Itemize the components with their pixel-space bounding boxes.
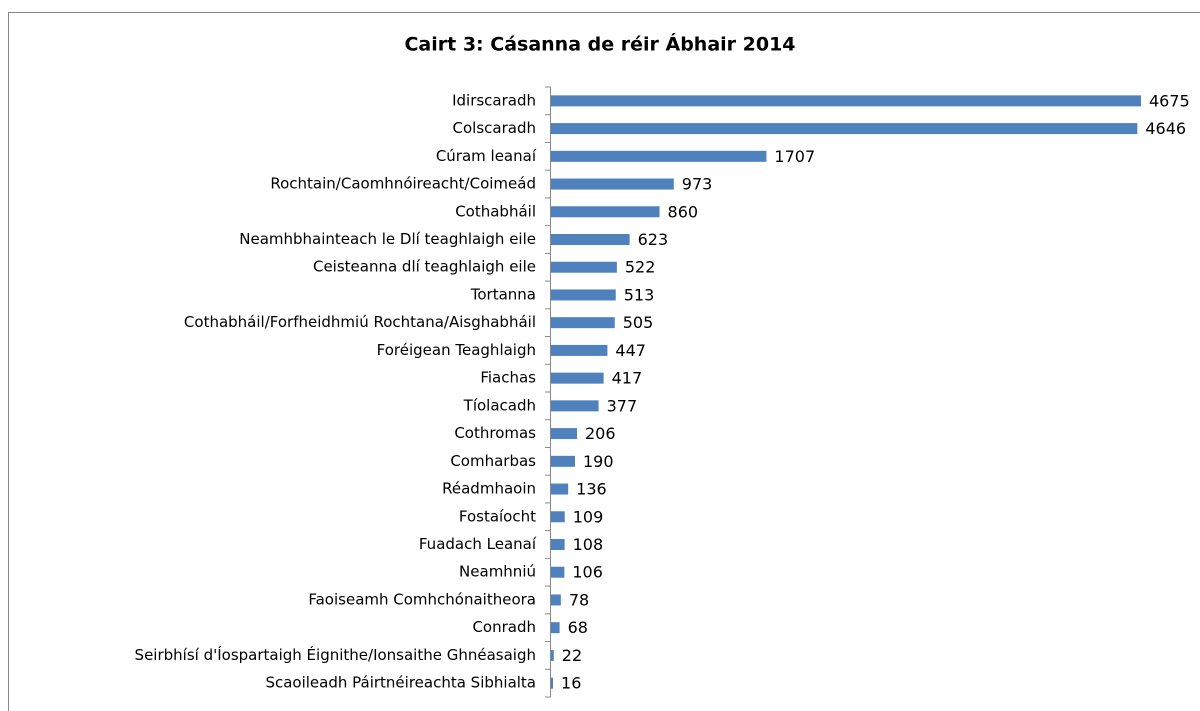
y-tick-label: Ceisteanna dlí teaghlaigh eile <box>313 258 536 276</box>
data-label: 522 <box>625 258 656 277</box>
y-tick-label: Cúram leanaí <box>436 147 537 165</box>
data-label: 973 <box>682 175 713 194</box>
bar <box>551 400 599 412</box>
data-label: 417 <box>612 369 643 388</box>
data-label: 106 <box>572 563 603 582</box>
bar <box>551 261 617 273</box>
y-tick-label: Neamhbhainteach le Dlí teaghlaigh eile <box>239 230 536 248</box>
y-tick-label: Rochtain/Caomhnóireacht/Coimeád <box>270 175 536 193</box>
data-label: 860 <box>668 202 699 221</box>
bar <box>551 178 674 190</box>
data-label: 68 <box>568 618 588 637</box>
chart-title: Cairt 3: Cásanna de réir Ábhair 2014 <box>404 33 795 56</box>
y-tick-label: Comharbas <box>450 452 536 470</box>
y-tick-label: Foréigean Teaghlaigh <box>377 341 536 359</box>
data-label: 206 <box>585 424 616 443</box>
data-label: 78 <box>569 590 589 609</box>
y-tick-label: Conradh <box>472 618 536 636</box>
data-label: 447 <box>615 341 646 360</box>
data-label: 4646 <box>1145 119 1186 138</box>
bar <box>551 123 1138 135</box>
bar <box>551 539 565 550</box>
data-label: 505 <box>623 313 654 332</box>
data-label: 377 <box>607 396 638 415</box>
bar <box>551 317 615 329</box>
bar <box>551 344 608 356</box>
y-tick-label: Colscaradh <box>453 119 536 137</box>
y-tick-label: Idirscaradh <box>452 91 536 109</box>
bar <box>551 95 1141 107</box>
bar <box>551 234 630 245</box>
data-label: 1707 <box>774 147 815 166</box>
data-label: 16 <box>561 674 581 693</box>
y-tick-label: Neamhniú <box>459 563 536 581</box>
bar <box>551 677 554 689</box>
bar <box>551 483 569 495</box>
data-label: 109 <box>573 507 604 526</box>
y-tick-label: Cothabháil <box>455 202 536 220</box>
bar <box>551 206 660 218</box>
data-label: 623 <box>638 230 669 249</box>
bar <box>551 455 575 467</box>
y-tick-label: Fuadach Leanaí <box>419 535 537 553</box>
y-tick-label: Seirbhísí d'Íospartaigh Éignithe/Ionsait… <box>135 645 536 664</box>
bar <box>551 372 604 384</box>
bar <box>551 511 565 523</box>
y-tick-label: Faoiseamh Comhchónaitheora <box>308 590 536 608</box>
bar <box>551 289 616 301</box>
y-tick-label: Cothromas <box>454 424 536 442</box>
bar <box>551 150 767 162</box>
data-label: 513 <box>624 285 655 304</box>
y-tick-label: Tíolacadh <box>463 396 536 414</box>
chart-frame <box>8 12 1200 711</box>
bar <box>551 566 565 578</box>
bar <box>551 428 577 440</box>
data-label: 22 <box>562 646 582 665</box>
y-tick-label: Scaoileadh Páirtnéireachta Sibhialta <box>265 674 536 692</box>
y-tick-label: Fostaíocht <box>459 507 536 525</box>
data-label: 136 <box>576 480 607 499</box>
bar <box>551 594 561 606</box>
y-tick-label: Réadmhaoin <box>442 480 536 498</box>
data-label: 4675 <box>1149 91 1190 110</box>
data-label: 190 <box>583 452 614 471</box>
bar <box>551 649 554 661</box>
data-label: 108 <box>573 535 604 554</box>
y-tick-label: Tortanna <box>470 285 536 303</box>
bar <box>551 622 560 634</box>
y-tick-label: Cothabháil/Forfheidhmiú Rochtana/Aisghab… <box>184 313 536 331</box>
y-tick-label: Fiachas <box>480 369 536 387</box>
